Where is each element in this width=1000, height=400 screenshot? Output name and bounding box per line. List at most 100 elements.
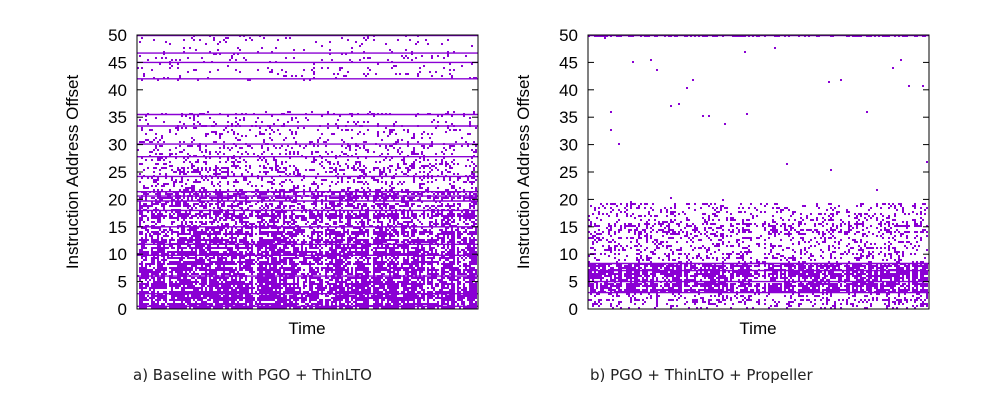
sample-point [471,279,473,281]
sample-point [385,227,387,229]
sample-point [173,253,175,255]
sample-point [325,263,327,265]
sample-point [275,221,277,223]
sample-point [475,229,477,231]
sample-point [407,245,409,247]
sample-point [285,251,287,253]
sample-point [445,267,447,269]
sample-point [423,251,425,253]
sample-point [293,233,295,235]
sample-point [295,273,297,275]
sample-point [377,241,379,243]
sample-point [447,297,449,299]
sample-point [157,253,159,255]
sample-point [199,251,201,253]
sample-point [277,263,279,265]
sample-point [389,281,391,283]
sample-point [277,295,279,297]
sample-point [297,231,299,233]
sample-point [317,297,319,299]
sample-point [279,263,281,265]
sample-point [209,303,211,305]
sample-point [451,265,453,267]
sample-point [139,297,141,299]
sample-point [269,299,271,301]
sample-point [403,303,405,305]
sample-point [443,219,445,221]
sample-point [411,277,413,279]
sample-point [415,287,417,289]
sample-point [331,245,333,247]
sample-point [317,231,319,233]
sample-point [301,263,303,265]
sample-point [469,249,471,251]
sample-point [177,307,179,309]
sample-point [139,283,141,285]
sample-point [373,259,375,261]
sample-point [439,291,441,293]
sample-point [383,235,385,237]
sample-point [433,247,435,249]
sample-point [449,257,451,259]
sample-point [203,259,205,261]
sample-point [157,267,159,269]
sample-point [153,247,155,249]
sample-point [419,261,421,263]
sample-point [421,267,423,269]
sample-point [183,295,185,297]
sample-point [279,251,281,253]
sample-point [395,247,397,249]
sample-point [189,283,191,285]
sample-point [205,277,207,279]
sample-point [375,277,377,279]
sample-point [255,283,257,285]
sample-point [391,287,393,289]
sample-point [359,227,361,229]
sample-point [475,307,477,309]
sample-point [279,253,281,255]
sample-point [375,289,377,291]
sample-point [289,241,291,243]
sample-point [211,257,213,259]
sample-point [277,273,279,275]
sample-point [267,247,269,249]
sample-point [395,291,397,293]
sample-point [221,225,223,227]
sample-point [315,273,317,275]
sample-point [217,233,219,235]
sample-point [339,297,341,299]
sample-point [213,231,215,233]
sample-point [469,271,471,273]
sample-point [321,307,323,309]
sample-point [235,263,237,265]
sample-point [471,271,473,273]
sample-point [333,273,335,275]
sample-point [153,251,155,253]
sample-point [475,259,477,261]
sample-point [211,241,213,243]
sample-point [431,253,433,255]
sample-point [397,241,399,243]
sample-point [441,307,443,309]
sample-point [195,273,197,275]
sample-point [201,269,203,271]
sample-point [169,285,171,287]
sample-point [335,233,337,235]
sample-point [407,301,409,303]
sample-point [363,259,365,261]
sample-point [311,257,313,259]
sample-point [289,235,291,237]
sample-point [241,287,243,289]
sample-point [139,279,141,281]
sample-point [327,283,329,285]
sample-point [189,267,191,269]
sample-point [419,271,421,273]
sample-point [287,223,289,225]
sample-point [363,227,365,229]
sample-point [231,259,233,261]
sample-point [251,297,253,299]
sample-point [405,287,407,289]
sample-point [473,299,475,301]
sample-point [273,225,275,227]
